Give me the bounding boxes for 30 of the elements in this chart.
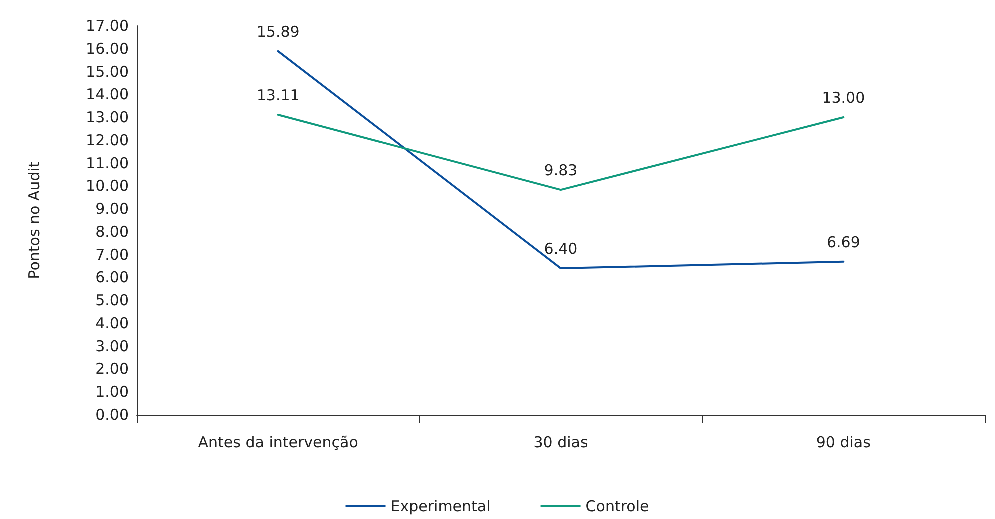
data-label: 6.40 [544,240,578,258]
y-tick-label: 12.00 [86,131,129,150]
x-tick-label: 30 dias [534,434,588,452]
y-tick-label: 17.00 [86,17,129,35]
data-label: 13.11 [256,86,300,105]
legend-label: Controle [586,498,650,516]
y-tick-label: 16.00 [86,40,129,58]
y-tick-label: 1.00 [96,383,129,402]
y-tick-label: 6.00 [96,268,129,287]
legend-label: Experimental [390,498,491,516]
y-tick-label: 10.00 [86,177,129,196]
y-tick-label: 3.00 [96,337,129,356]
y-tick-label: 2.00 [96,360,129,378]
y-tick-label: 7.00 [96,246,129,264]
y-tick-label: 8.00 [96,222,129,241]
y-tick-label: 4.00 [96,314,129,332]
data-label: 15.89 [256,22,300,41]
data-label: 6.69 [826,233,860,252]
y-tick-label: 15.00 [86,62,129,81]
y-tick-label: 9.00 [96,200,129,218]
y-tick-label: 5.00 [96,292,129,310]
data-label: 9.83 [544,162,578,180]
y-tick-label: 0.00 [96,406,129,424]
x-tick-label: 90 dias [816,434,872,452]
y-tick-label: 13.00 [86,108,129,127]
y-tick-label: 11.00 [86,154,129,172]
x-tick-label: Antes da intervenção [198,434,358,452]
y-tick-label: 14.00 [86,86,129,104]
y-axis-title: Pontos no Audit [26,162,44,280]
data-label: 13.00 [822,89,866,108]
